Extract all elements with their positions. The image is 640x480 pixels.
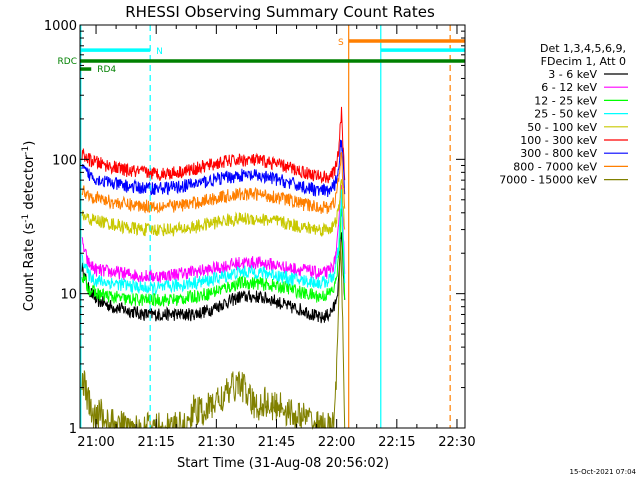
legend-label-1: 6 - 12 keV (541, 81, 597, 94)
y-label-sup1: -1 (21, 214, 31, 223)
plot-area: N S RDC RD4 (58, 25, 465, 430)
series-line-4 (81, 179, 346, 237)
series-line-5 (81, 106, 346, 184)
x-tick-label-1: 21:15 (137, 435, 174, 450)
event-label-0: N (156, 47, 163, 57)
legend-label-0: 3 - 6 keV (548, 68, 597, 81)
event-label-2: S (338, 38, 344, 48)
legend-label-8: 7000 - 15000 keV (499, 174, 597, 187)
x-tick-label-3: 21:45 (258, 435, 295, 450)
legend-header-line-1: Det 1,3,4,5,6,9, (540, 42, 626, 55)
y-tick-label-2: 100 (52, 153, 77, 168)
y-label-mid: detector (22, 154, 37, 214)
x-tick-label-2: 21:30 (198, 435, 235, 450)
y-tick-label-1: 10 (60, 288, 77, 303)
legend-label-3: 25 - 50 keV (534, 108, 597, 121)
x-tick-label-0: 21:00 (77, 435, 114, 450)
x-tick-label-6: 22:30 (438, 435, 475, 450)
legend-label-5: 100 - 300 keV (520, 134, 597, 147)
y-tick-label-0: 1 (69, 422, 77, 437)
plot-frame (79, 24, 466, 429)
event-label-3: RDC (58, 57, 77, 67)
legend-label-2: 12 - 25 keV (534, 94, 597, 107)
series-line-7 (81, 151, 346, 214)
y-label-sup2: -1 (21, 146, 31, 155)
y-axis-label: Count Rate (s-1 detector-1) (21, 141, 37, 312)
x-tick-label-4: 22:00 (318, 435, 355, 450)
x-tick-label-5: 22:15 (378, 435, 415, 450)
legend-label-4: 50 - 100 keV (527, 121, 597, 134)
y-tick-label-3: 1000 (44, 19, 77, 34)
legend: Det 1,3,4,5,6,9, FDecim 1, Att 0 3 - 6 k… (499, 42, 628, 187)
y-label-main: Count Rate (s (22, 223, 37, 312)
series-line-2 (81, 199, 346, 307)
y-label-end: ) (22, 141, 37, 146)
legend-label-6: 300 - 800 keV (520, 147, 597, 160)
series-line-6 (81, 139, 346, 198)
series-line-3 (81, 189, 346, 295)
series-line-1 (81, 184, 346, 283)
chart-title: RHESSI Observing Summary Count Rates (125, 3, 435, 21)
footer-timestamp: 15-Oct-2021 07:04 (570, 468, 637, 476)
axis-ticks: 1 10 100 1000 21:00 21:15 21:30 21:45 22:00 22:15… (44, 19, 476, 450)
legend-header-line-2: FDecim 1, Att 0 (541, 55, 626, 68)
legend-label-7: 800 - 7000 keV (513, 160, 597, 173)
event-label-4: RD4 (97, 65, 116, 75)
series-line-0 (81, 232, 346, 324)
x-axis-label: Start Time (31-Aug-08 20:56:02) (177, 456, 389, 471)
